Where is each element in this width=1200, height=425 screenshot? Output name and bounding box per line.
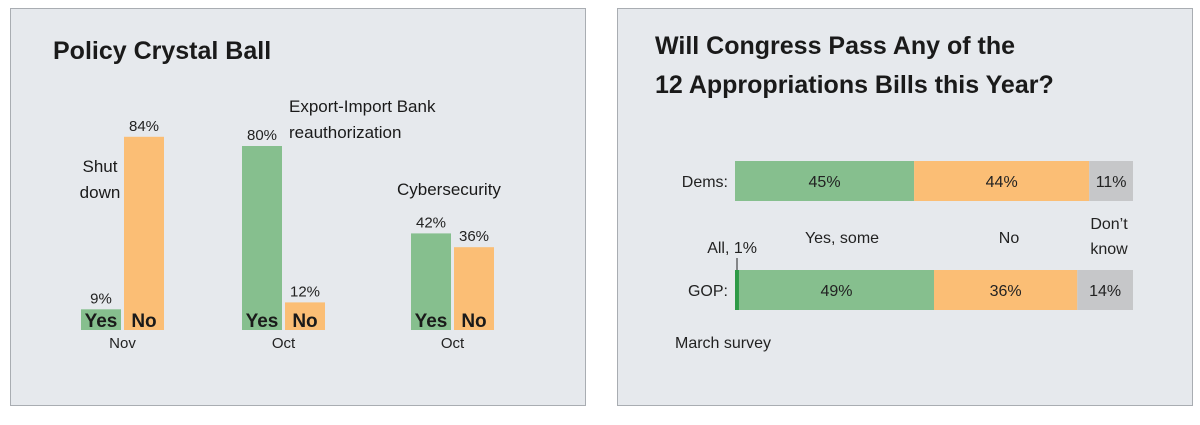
- stack-segment: [914, 161, 1090, 201]
- yes-bar-text: Yes: [246, 311, 279, 332]
- no-bar-text: No: [131, 311, 156, 332]
- no-bar: [124, 136, 164, 330]
- survey-note: March survey: [675, 335, 771, 352]
- month-label: Nov: [109, 335, 136, 352]
- no-value-label: 84%: [129, 118, 159, 135]
- segment-value-label: 14%: [1089, 283, 1121, 300]
- policy-crystal-ball-panel: Policy Crystal Ball 9% 84% Yes No Nov Shut dow…: [10, 8, 586, 406]
- yes-value-label: 80%: [247, 127, 277, 144]
- no-bar: [454, 247, 494, 330]
- no-bar-text: No: [461, 311, 486, 332]
- yes-bar-text: Yes: [85, 311, 118, 332]
- legend-all: All, 1%: [707, 240, 757, 257]
- legend-yes: Yes, some: [805, 230, 879, 247]
- appropriations-bills-chart: Will Congress Pass Any of the 12 Appropr…: [655, 32, 1133, 352]
- no-value-label: 36%: [459, 228, 489, 245]
- appropriations-bills-panel: Will Congress Pass Any of the 12 Appropr…: [617, 8, 1193, 406]
- segment-value-label: 49%: [820, 283, 852, 300]
- stack-segment: [735, 161, 915, 201]
- policy-crystal-ball-chart: Policy Crystal Ball 9% 84% Yes No Nov Shut dow…: [53, 37, 501, 352]
- yes-bar: [411, 233, 451, 330]
- segment-value-label: 45%: [809, 174, 841, 191]
- no-value-label: 12%: [290, 283, 320, 300]
- topic-label: Shut: [83, 157, 118, 176]
- month-label: Oct: [441, 335, 465, 352]
- segment-value-label: 44%: [986, 174, 1018, 191]
- row-label: Dems:: [682, 174, 728, 191]
- chart-title-line-1: Will Congress Pass Any of the: [655, 32, 1015, 60]
- stack-segment: [1077, 270, 1133, 310]
- topic-label: Export-Import Bank: [289, 97, 436, 116]
- legend-dont-know: know: [1090, 241, 1128, 258]
- stack-segment: [1089, 161, 1133, 201]
- yes-bar-text: Yes: [415, 311, 448, 332]
- stack-segment: [738, 270, 934, 310]
- segment-value-label: 36%: [990, 283, 1022, 300]
- stack-segment: [735, 270, 739, 310]
- topic-label: Cybersecurity: [397, 180, 501, 199]
- no-bar-text: No: [292, 311, 317, 332]
- stack-segment: [934, 270, 1078, 310]
- legend-no: No: [999, 230, 1020, 247]
- legend-dont-know: Don’t: [1090, 216, 1128, 233]
- topic-label: down: [80, 183, 121, 202]
- chart-title-line-2: 12 Appropriations Bills this Year?: [655, 71, 1054, 99]
- chart-title: Policy Crystal Ball: [53, 37, 271, 65]
- topic-label: reauthorization: [289, 123, 401, 142]
- yes-value-label: 9%: [90, 290, 112, 307]
- segment-value-label: 11%: [1096, 174, 1127, 191]
- month-label: Oct: [272, 335, 296, 352]
- yes-bar: [242, 146, 282, 330]
- yes-value-label: 42%: [416, 214, 446, 231]
- no-bar: [285, 302, 325, 330]
- row-label: GOP:: [688, 283, 728, 300]
- yes-bar: [81, 309, 121, 330]
